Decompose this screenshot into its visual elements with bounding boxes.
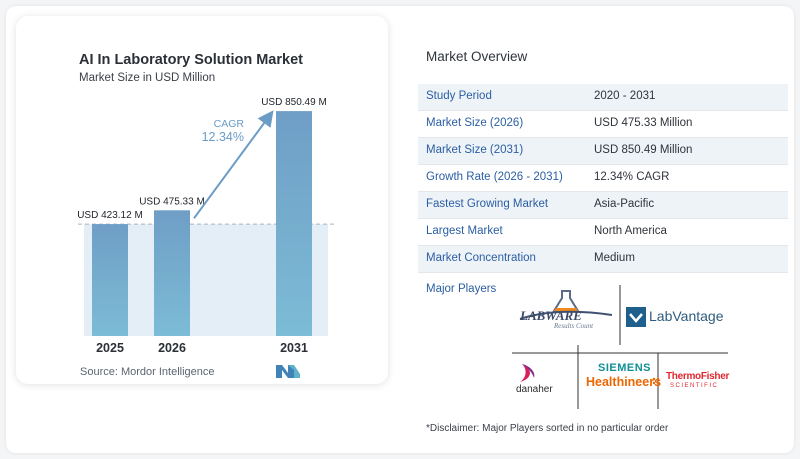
overview-label: Largest Market <box>426 225 503 237</box>
disclaimer: *Disclaimer: Major Players sorted in no … <box>426 423 669 434</box>
labware-flask-icon <box>519 290 613 320</box>
overview-value: USD 850.49 Million <box>594 144 693 156</box>
overview-row: Market Size (2031) USD 850.49 Million <box>418 138 788 165</box>
value-label: USD 423.12 M <box>77 210 143 221</box>
overview-value: USD 475.33 Million <box>594 117 693 129</box>
bar-2026 <box>154 210 190 336</box>
overview-value: North America <box>594 225 667 237</box>
value-label: USD 850.49 M <box>261 97 327 108</box>
overview-row: Growth Rate (2026 - 2031) 12.34% CAGR <box>418 165 788 192</box>
value-label: USD 475.33 M <box>139 196 205 207</box>
labvantage-icon <box>626 307 646 327</box>
labware-logo: LABWARE Results Count <box>516 289 616 333</box>
overview-row: Study Period 2020 - 2031 <box>418 84 788 111</box>
overview-title: Market Overview <box>426 49 528 64</box>
siemens-name: SIEMENS <box>598 362 652 374</box>
chart-title: AI In Laboratory Solution Market <box>79 52 303 68</box>
category-label: 2031 <box>280 341 308 355</box>
thermofisher-logo: ThermoFisher SCIENTIFIC <box>666 371 736 397</box>
overview-label: Market Concentration <box>426 252 536 264</box>
overview-table: Study Period 2020 - 2031 Market Size (202… <box>418 84 788 273</box>
overview-row: Largest Market North America <box>418 219 788 246</box>
thermofisher-scientific: SCIENTIFIC <box>670 383 719 389</box>
overview-value: 12.34% CAGR <box>594 171 670 183</box>
overview-label: Market Size (2031) <box>426 144 524 156</box>
overview-label: Market Size (2026) <box>426 117 524 129</box>
source-note: Source: Mordor Intelligence <box>80 366 215 378</box>
danaher-swoosh-icon <box>520 364 535 382</box>
overview-label: Growth Rate (2026 - 2031) <box>426 171 563 183</box>
siemens-healthineers-logo: SIEMENS Healthineers <box>584 362 664 398</box>
overview-value: Medium <box>594 252 635 264</box>
healthineers-dots-icon <box>652 377 660 385</box>
player-logo-grid <box>512 285 728 409</box>
danaher-logo: danaher <box>512 362 572 398</box>
major-players-label: Major Players <box>426 283 497 295</box>
labvantage-name: LabVantage <box>649 308 724 324</box>
labware-name: LABWARE <box>520 308 582 323</box>
bar-2031 <box>276 111 312 336</box>
overview-row: Market Size (2026) USD 475.33 Million <box>418 111 788 138</box>
labware-tagline: Results Count <box>554 322 594 330</box>
overview-value: 2020 - 2031 <box>594 90 656 102</box>
thermofisher-name: ThermoFisher <box>666 371 730 382</box>
bar-2025 <box>92 224 128 336</box>
overview-label: Fastest Growing Market <box>426 198 549 210</box>
danaher-name: danaher <box>516 384 553 395</box>
category-label: 2025 <box>96 341 124 355</box>
overview-label: Study Period <box>426 90 492 102</box>
cagr-arrow <box>193 110 274 219</box>
overview-row: Fastest Growing Market Asia-Pacific <box>418 192 788 219</box>
healthineers-name: Healthineers <box>586 375 662 389</box>
cagr-label: CAGR <box>214 118 245 130</box>
overview-value: Asia-Pacific <box>594 198 655 210</box>
bar-chart: USD 423.12 M 2025 USD 475.33 M 2026 USD 850.… <box>77 97 334 355</box>
labvantage-logo: LabVantage <box>626 306 736 330</box>
category-label: 2026 <box>158 341 186 355</box>
overview-row: Market Concentration Medium <box>418 246 788 273</box>
chart-subtitle: Market Size in USD Million <box>79 72 216 84</box>
mordor-logo-icon <box>276 365 300 378</box>
cagr-value: 12.34% <box>202 130 244 144</box>
